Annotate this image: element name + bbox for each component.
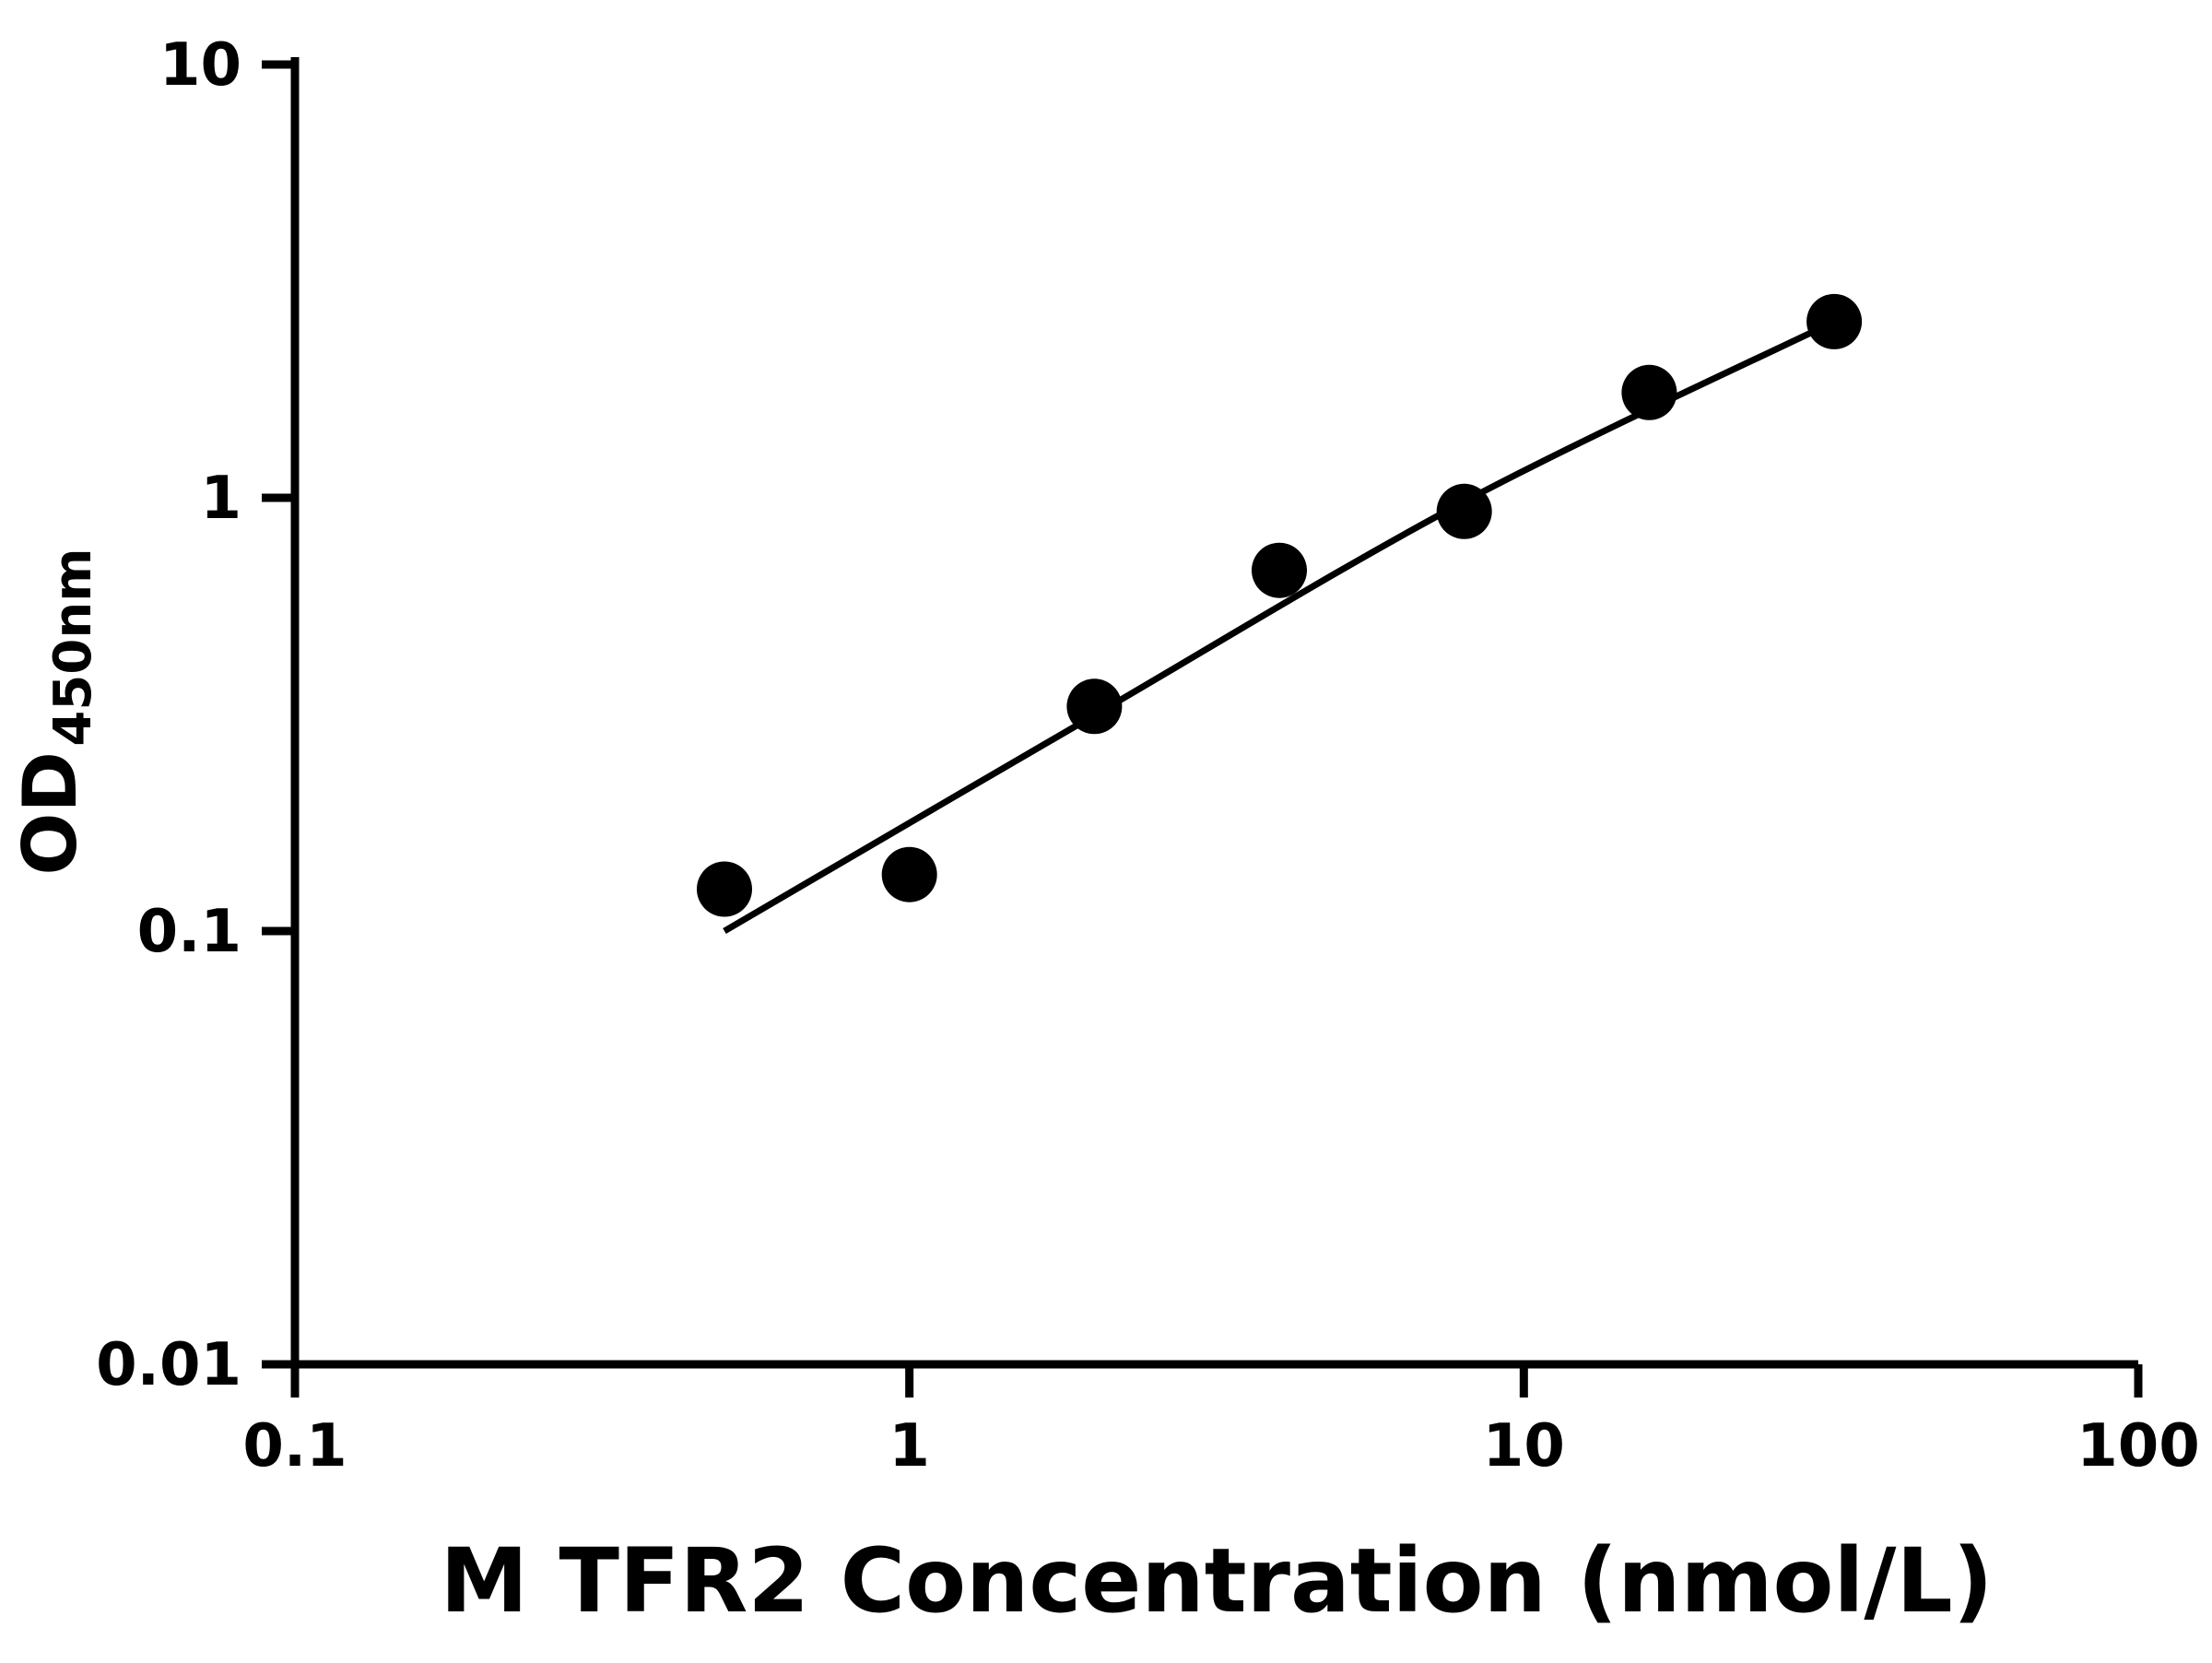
data-point — [1806, 293, 1863, 349]
axes — [290, 57, 2138, 1369]
x-axis-title: M TFR2 Concentration (nmol/L) — [440, 1529, 1993, 1633]
axis-spines — [290, 57, 2138, 1369]
y-tick-label: 0.01 — [96, 1331, 241, 1399]
data-point — [1252, 542, 1307, 598]
x-tick-label: 0.1 — [242, 1412, 347, 1480]
data-point — [697, 861, 752, 917]
y-axis-title-main: OD — [7, 751, 93, 875]
data-point — [881, 846, 937, 902]
y-tick-label: 1 — [200, 465, 241, 533]
y-axis-title: OD 450nm — [7, 548, 103, 875]
y-axis-title-subscript: 450nm — [43, 548, 103, 746]
data-points — [697, 293, 1863, 917]
y-tick-label: 10 — [159, 31, 241, 100]
x-tick-label: 100 — [2077, 1412, 2200, 1480]
data-point — [1066, 678, 1123, 735]
y-tick-label: 0.1 — [137, 898, 241, 966]
data-point — [1436, 483, 1492, 539]
x-tick-label: 10 — [1483, 1412, 1565, 1480]
data-point — [1621, 364, 1677, 420]
x-tick-label: 1 — [888, 1412, 930, 1480]
tick-marks — [262, 60, 2143, 1398]
